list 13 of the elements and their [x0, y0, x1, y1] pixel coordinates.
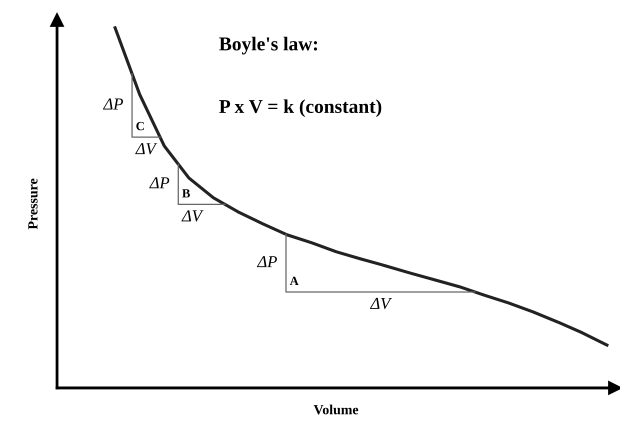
annotation: ΔP	[149, 177, 170, 188]
chart-title: Boyle's law:	[219, 36, 318, 54]
y-axis-title: Pressure	[28, 178, 38, 230]
text: P x V = k (constant)	[219, 99, 382, 118]
x-axis-title: Volume	[314, 404, 358, 414]
annotation: ΔP	[102, 98, 124, 110]
annotation: A	[290, 276, 299, 285]
annotation: ΔP	[256, 256, 277, 268]
annotation: B	[182, 189, 190, 198]
annotation: C	[136, 122, 144, 130]
annotation: ΔV	[135, 143, 158, 154]
annotation: ΔV	[181, 210, 204, 222]
annotation: ΔV	[370, 298, 392, 310]
